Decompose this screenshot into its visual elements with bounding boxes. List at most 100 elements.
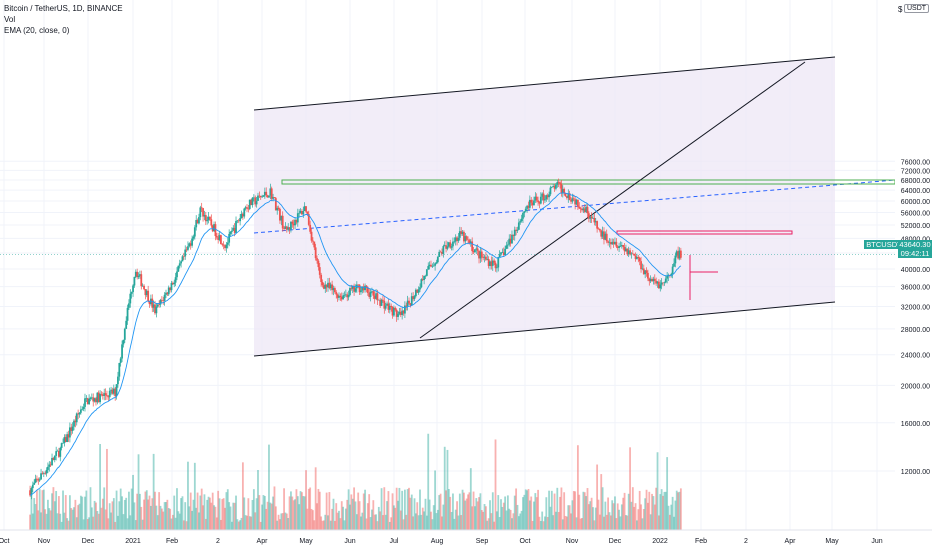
volume-bar: [393, 505, 395, 530]
candle-body: [42, 473, 45, 474]
volume-bar: [458, 493, 461, 530]
candle-body: [616, 246, 619, 248]
volume-bar: [154, 491, 156, 530]
countdown-tag: 09:42:11: [898, 249, 932, 258]
volume-bar: [101, 498, 104, 530]
volume-bar: [380, 488, 383, 530]
volume-bar: [592, 507, 594, 530]
candle-body: [104, 393, 107, 396]
candle-body: [611, 241, 614, 245]
volume-bar: [354, 501, 357, 530]
volume-bar: [539, 520, 542, 530]
x-tick-label: May: [299, 538, 313, 545]
volume-bar: [66, 518, 69, 530]
candle-body: [232, 227, 235, 231]
volume-bar: [441, 516, 443, 530]
volume-bar: [486, 520, 489, 530]
x-tick-label: 2022: [652, 538, 668, 545]
y-tick-label: 56000.00: [901, 211, 930, 218]
candle-body: [513, 229, 516, 236]
candle-body: [441, 251, 443, 254]
volume-bar: [386, 501, 388, 530]
candle-body: [151, 298, 154, 308]
candle-body: [509, 238, 512, 244]
candle-body: [564, 193, 567, 197]
candle-body: [170, 282, 173, 291]
volume-bar: [262, 495, 265, 530]
candle-body: [647, 272, 649, 279]
y-tick-label: 32000.00: [901, 304, 930, 311]
candle-body: [295, 219, 298, 223]
volume-bar: [90, 507, 93, 530]
candle-body: [630, 253, 633, 255]
candle-body: [41, 473, 44, 474]
volume-bar: [593, 520, 596, 530]
volume-bar: [535, 497, 538, 530]
candle-body: [365, 285, 368, 288]
volume-bar: [410, 494, 413, 530]
candle-body: [301, 211, 303, 215]
volume-bar: [550, 490, 553, 530]
resistance-box: [616, 230, 793, 235]
candle-body: [598, 229, 601, 231]
volume-bar: [232, 502, 235, 530]
currency-selector[interactable]: USDT: [904, 4, 930, 13]
volume-bar: [114, 521, 117, 530]
candle-body: [479, 251, 482, 259]
volume-bar: [313, 520, 316, 530]
candle-body: [140, 274, 143, 287]
volume-bar: [453, 518, 456, 530]
volume-bar: [618, 509, 620, 530]
y-tick-label: 60000.00: [901, 199, 930, 206]
candle-body: [506, 244, 509, 246]
candle-body: [553, 186, 556, 189]
volume-bar: [570, 513, 572, 530]
volume-bar: [268, 444, 270, 530]
candle-body: [453, 241, 456, 243]
volume-bar: [597, 499, 600, 530]
x-tick-label: Feb: [695, 538, 707, 545]
candle-body: [537, 200, 539, 203]
volume-bar: [191, 510, 193, 530]
volume-bar: [104, 509, 107, 530]
candle-body: [545, 195, 548, 200]
volume-bar: [132, 474, 134, 530]
volume-bar: [364, 489, 366, 530]
candle-body: [178, 263, 181, 266]
volume-bar: [121, 496, 123, 530]
candle-body: [383, 300, 386, 309]
volume-bar: [244, 515, 247, 530]
candle-body: [100, 393, 103, 395]
volume-bar: [122, 514, 125, 530]
candle-body: [399, 311, 402, 315]
candle-body: [333, 288, 336, 293]
candle-body: [620, 244, 623, 246]
candle-body: [523, 211, 526, 214]
candle-body: [136, 271, 139, 278]
candle-body: [302, 211, 305, 215]
volume-bar: [652, 496, 655, 530]
candle-body: [351, 285, 354, 289]
candle-body: [191, 238, 193, 246]
candle-body: [66, 434, 69, 443]
candle-body: [384, 305, 387, 309]
candle-body: [214, 224, 217, 237]
volume-bar: [390, 517, 393, 530]
legend-ema: EMA (20, close, 0): [4, 26, 70, 35]
candle-body: [187, 246, 189, 250]
volume-bar: [63, 512, 66, 530]
volume-bar: [224, 507, 226, 530]
volume-bar: [115, 490, 118, 530]
volume-bar: [379, 511, 382, 530]
candle-body: [93, 398, 96, 402]
candle-body: [491, 260, 494, 266]
volume-bar: [246, 515, 248, 530]
candle-body: [634, 255, 637, 259]
volume-bar: [310, 508, 313, 530]
candle-body: [162, 300, 165, 301]
candle-body: [561, 188, 564, 194]
volume-bar: [443, 446, 446, 530]
y-tick-label: 40000.00: [901, 267, 930, 274]
candle-body: [181, 256, 184, 262]
